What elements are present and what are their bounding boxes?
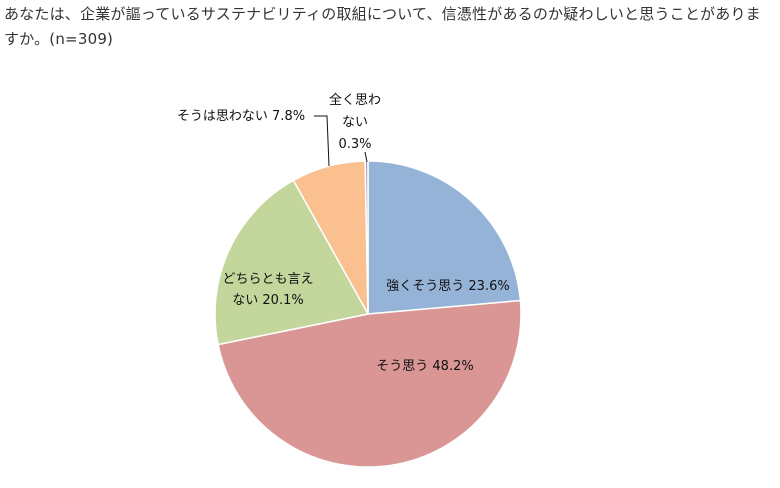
data-label-neutral: どちらとも言えない 20.1% xyxy=(222,272,313,308)
data-label-disagree: そうは思わない 7.8% xyxy=(177,109,305,124)
data-label-strongly-disagree: 全く思わない 0.3% xyxy=(329,92,381,152)
pie-slice-strongly-agree xyxy=(367,160,522,315)
pie-slice-neutral xyxy=(214,179,370,346)
leader-line-disagree xyxy=(314,115,330,167)
pie-slices xyxy=(214,160,522,468)
chart-title: あなたは、企業が謳っているサステナビリティの取組について、信憑性があるのか疑わし… xyxy=(4,5,761,48)
data-label-agree: そう思う 48.2% xyxy=(376,359,473,374)
data-labels: 強くそう思う 23.6% そう思う 48.2% どちらとも言えない 20.1% そうは… xyxy=(177,92,510,374)
data-label-strongly-agree: 強くそう思う 23.6% xyxy=(386,279,509,294)
leader-lines xyxy=(314,115,368,167)
pie-slice-agree xyxy=(217,299,522,468)
leader-line-strongly-disagree xyxy=(364,151,368,163)
